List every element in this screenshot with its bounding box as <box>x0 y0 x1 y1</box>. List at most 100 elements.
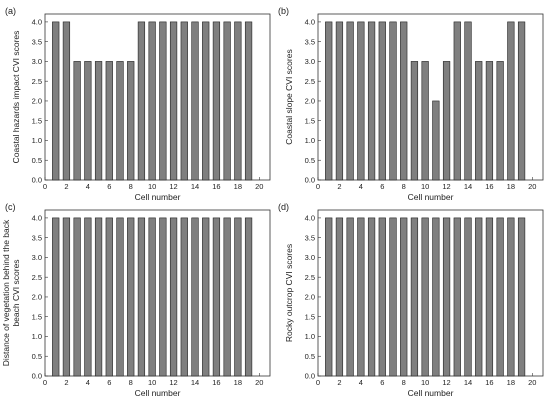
bar-b-cell-7 <box>389 21 397 181</box>
bar-a-cell-12 <box>169 21 178 181</box>
bar-b-cell-16 <box>485 61 494 181</box>
bar-c-cell-2 <box>62 217 71 377</box>
y-tick-label-c: 3.5 <box>32 233 42 242</box>
bar-b-cell-12 <box>442 61 451 181</box>
x-tick-label-c: 6 <box>107 378 111 387</box>
y-tick-label-a: 0.0 <box>32 176 42 185</box>
x-tick-label-a: 2 <box>64 182 68 191</box>
y-tick-label-b: 1.5 <box>305 116 315 125</box>
x-tick-label-c: 18 <box>234 378 242 387</box>
y-tick-label-c: 1.5 <box>32 312 42 321</box>
x-tick-label-d: 20 <box>528 378 536 387</box>
bar-a-cell-15 <box>202 21 210 181</box>
x-tick-label-b: 8 <box>402 182 406 191</box>
y-axis-label-c-line1: Distance of vegetation behind the back <box>1 219 11 366</box>
y-tick-label-a: 0.5 <box>32 156 42 165</box>
bar-b-cell-18 <box>507 21 515 181</box>
bar-a-cell-14 <box>191 21 199 181</box>
bar-b-cell-13 <box>453 21 461 181</box>
y-tick-label-b: 1.0 <box>305 136 315 145</box>
bar-c-cell-18 <box>234 217 242 377</box>
bar-a-cell-18 <box>234 21 242 181</box>
bar-c-cell-13 <box>180 217 188 377</box>
bar-b-cell-5 <box>367 21 376 181</box>
y-tick-label-c: 3.0 <box>32 253 42 262</box>
y-tick-label-d: 1.5 <box>305 312 315 321</box>
x-tick-label-d: 8 <box>402 378 406 387</box>
bar-b-cell-19 <box>517 21 526 181</box>
bar-c-cell-9 <box>137 217 146 377</box>
x-tick-label-b: 2 <box>337 182 341 191</box>
y-tick-label-a: 3.0 <box>32 57 42 66</box>
bar-b-cell-8 <box>400 21 408 181</box>
bar-b-cell-1 <box>325 21 333 181</box>
x-tick-label-d: 4 <box>359 378 363 387</box>
bar-b-cell-17 <box>496 61 504 181</box>
y-tick-label-c: 2.0 <box>32 293 42 302</box>
y-tick-label-a: 1.0 <box>32 136 42 145</box>
y-tick-label-c: 4.0 <box>32 214 42 223</box>
x-tick-label-b: 20 <box>528 182 536 191</box>
x-tick-label-b: 16 <box>485 182 493 191</box>
x-tick-label-b: 0 <box>316 182 320 191</box>
bar-b-cell-14 <box>464 21 472 181</box>
bar-c-cell-1 <box>52 217 60 377</box>
bar-d-cell-5 <box>367 217 376 377</box>
y-tick-label-b: 2.0 <box>305 97 315 106</box>
y-tick-label-d: 2.5 <box>305 273 315 282</box>
y-tick-label-d: 2.0 <box>305 293 315 302</box>
y-tick-label-b: 3.0 <box>305 57 315 66</box>
bar-d-cell-1 <box>325 217 333 377</box>
panel-label-c: (c) <box>5 202 16 212</box>
bar-d-cell-17 <box>496 217 504 377</box>
bar-d-cell-6 <box>378 217 386 377</box>
x-tick-label-b: 6 <box>380 182 384 191</box>
x-tick-label-b: 10 <box>421 182 429 191</box>
y-axis-label-b: Coastal slope CVI scores <box>284 49 294 144</box>
y-tick-label-a: 2.0 <box>32 97 42 106</box>
x-tick-label-d: 14 <box>464 378 472 387</box>
y-tick-label-d: 1.0 <box>305 332 315 341</box>
y-tick-label-a: 4.0 <box>32 18 42 27</box>
y-tick-label-b: 2.5 <box>305 77 315 86</box>
bar-d-cell-14 <box>464 217 472 377</box>
bar-d-cell-12 <box>442 217 451 377</box>
plot-frame-b <box>317 13 544 181</box>
y-tick-label-b: 0.5 <box>305 156 315 165</box>
bar-d-cell-19 <box>517 217 526 377</box>
plot-frame-d <box>317 209 544 377</box>
bar-c-cell-16 <box>212 217 221 377</box>
bar-a-cell-8 <box>127 61 135 181</box>
bar-d-cell-15 <box>475 217 483 377</box>
y-tick-label-c: 0.5 <box>32 352 42 361</box>
bar-c-cell-19 <box>244 217 253 377</box>
bar-b-cell-10 <box>421 61 429 181</box>
bar-d-cell-18 <box>507 217 515 377</box>
bar-c-cell-10 <box>148 217 156 377</box>
bar-a-cell-13 <box>180 21 188 181</box>
bar-c-cell-11 <box>159 217 167 377</box>
bar-a-cell-5 <box>94 61 103 181</box>
x-tick-label-a: 14 <box>191 182 199 191</box>
bar-d-cell-10 <box>421 217 429 377</box>
x-tick-label-c: 12 <box>169 378 177 387</box>
x-axis-label-c: Cell number <box>135 388 181 398</box>
bar-a-cell-9 <box>137 21 146 181</box>
bar-d-cell-8 <box>400 217 408 377</box>
panel-label-d: (d) <box>278 202 289 212</box>
bar-c-cell-14 <box>191 217 199 377</box>
x-axis-label-b: Cell number <box>408 192 454 202</box>
x-tick-label-b: 12 <box>442 182 450 191</box>
bar-d-cell-2 <box>335 217 344 377</box>
x-tick-label-a: 0 <box>43 182 47 191</box>
bar-a-cell-2 <box>62 21 71 181</box>
bar-b-cell-9 <box>410 61 419 181</box>
y-tick-label-d: 3.0 <box>305 253 315 262</box>
bar-c-cell-17 <box>223 217 231 377</box>
x-tick-label-c: 20 <box>255 378 263 387</box>
plot-frame-c <box>44 209 271 377</box>
x-axis-label-a: Cell number <box>135 192 181 202</box>
bar-d-cell-13 <box>453 217 461 377</box>
bar-b-cell-11 <box>432 100 440 181</box>
y-axis-label-a: Coastal hazards impact CVI scores <box>11 31 21 164</box>
